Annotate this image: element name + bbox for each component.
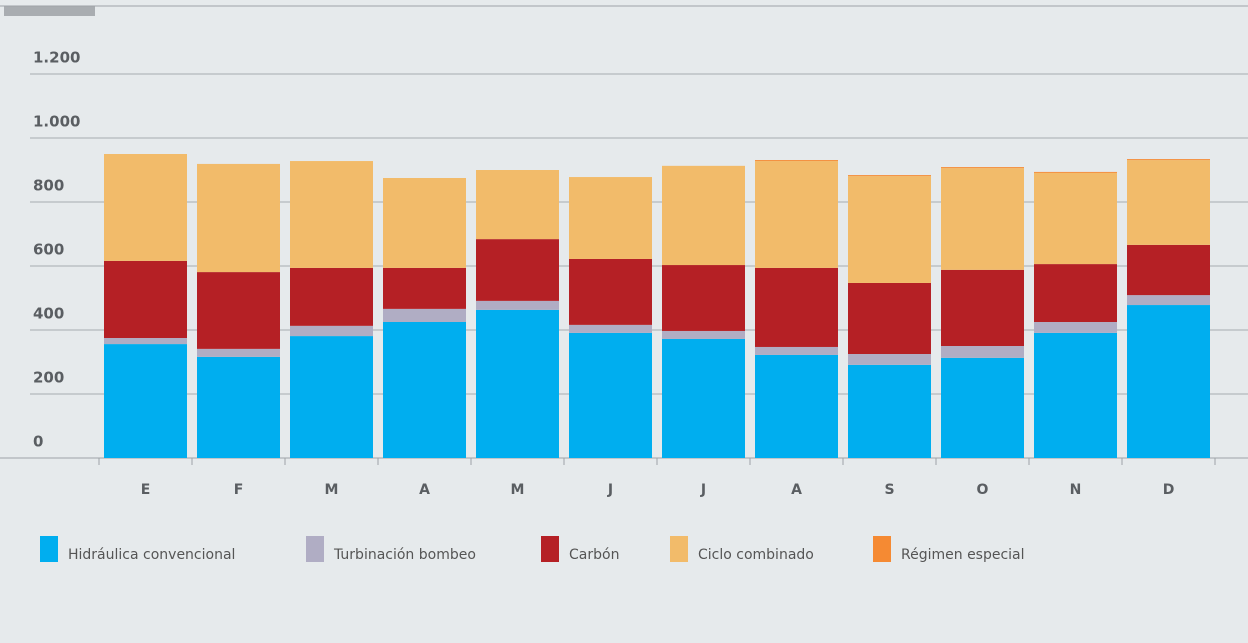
bar-segment (104, 260, 187, 338)
bar-segment (290, 336, 373, 458)
bar-segment (662, 165, 745, 266)
y-tick-label: 1.200 (33, 49, 80, 67)
x-tick-label: S (884, 482, 894, 498)
legend-swatch (40, 536, 58, 562)
bar-segment (383, 308, 466, 322)
bar-segment (569, 332, 652, 458)
bar-segment (1034, 172, 1117, 265)
bar-segment (383, 178, 466, 268)
bar-segment (197, 348, 280, 357)
bar-segment (1127, 159, 1210, 161)
bar-segment (197, 356, 280, 458)
bar-segment (383, 267, 466, 309)
bar-segment (1127, 295, 1210, 306)
bar-segment (662, 330, 745, 339)
bar-segment (941, 167, 1024, 169)
x-tick-label: E (141, 482, 151, 498)
bar-segment (569, 324, 652, 333)
bar-segment (755, 346, 838, 355)
x-tick-label: O (977, 482, 989, 498)
bar-segment (569, 258, 652, 325)
y-tick-label: 200 (33, 369, 64, 387)
bar-segment (1034, 171, 1117, 173)
legend-label: Carbón (569, 547, 619, 563)
bar-segment (476, 309, 559, 458)
bar-segment (197, 272, 280, 349)
bar-segment (848, 175, 931, 177)
bar-segment (941, 269, 1024, 346)
header-tab (4, 6, 95, 16)
bar-segment (197, 163, 280, 273)
bar-segment (848, 354, 931, 365)
x-tick-label: A (791, 482, 802, 498)
bar-segment (1034, 322, 1117, 333)
bar-segment (290, 325, 373, 337)
bar-segment (755, 267, 838, 347)
bar-segment (1034, 332, 1117, 458)
bar-segment (848, 282, 931, 354)
bar-segment (1127, 160, 1210, 245)
y-tick-label: 0 (33, 433, 43, 451)
bar-segment (104, 154, 187, 261)
x-tick-label: F (234, 482, 244, 498)
legend-swatch (670, 536, 688, 562)
bar-segment (755, 160, 838, 162)
y-tick-label: 1.000 (33, 113, 80, 131)
bar-segment (104, 338, 187, 345)
bar-segment (848, 364, 931, 458)
legend-label: Hidráulica convencional (68, 547, 235, 563)
bar-segment (941, 346, 1024, 358)
legend-label: Régimen especial (901, 547, 1025, 563)
bar-segment (476, 170, 559, 240)
bar-segment (104, 344, 187, 458)
bar-segment (1034, 264, 1117, 322)
y-tick-label: 400 (33, 305, 64, 323)
bar-segment (1127, 305, 1210, 458)
bar-segment (848, 176, 931, 283)
bar-segment (755, 354, 838, 458)
legend-swatch (873, 536, 891, 562)
bar-segment (941, 357, 1024, 458)
x-tick-label: M (511, 482, 525, 498)
bar-segment (1127, 244, 1210, 296)
y-tick-label: 800 (33, 177, 64, 195)
x-tick-label: J (607, 482, 613, 498)
bar-segment (662, 265, 745, 331)
legend-label: Ciclo combinado (698, 547, 814, 563)
x-tick-label: J (700, 482, 706, 498)
x-tick-label: D (1163, 482, 1175, 498)
x-tick-label: N (1070, 482, 1082, 498)
y-tick-label: 600 (33, 241, 64, 259)
bar-segment (290, 267, 373, 326)
x-tick-label: M (325, 482, 339, 498)
bar-segment (290, 161, 373, 268)
legend-swatch (541, 536, 559, 562)
legend-label: Turbinación bombeo (333, 547, 476, 563)
bar-segment (569, 177, 652, 259)
bar-segment (383, 322, 466, 458)
x-tick-label: A (419, 482, 430, 498)
legend-swatch (306, 536, 324, 562)
bar-segment (476, 300, 559, 310)
bar-segment (662, 338, 745, 458)
bar-segment (476, 239, 559, 301)
bar-segment (941, 168, 1024, 270)
bar-segment (755, 161, 838, 268)
